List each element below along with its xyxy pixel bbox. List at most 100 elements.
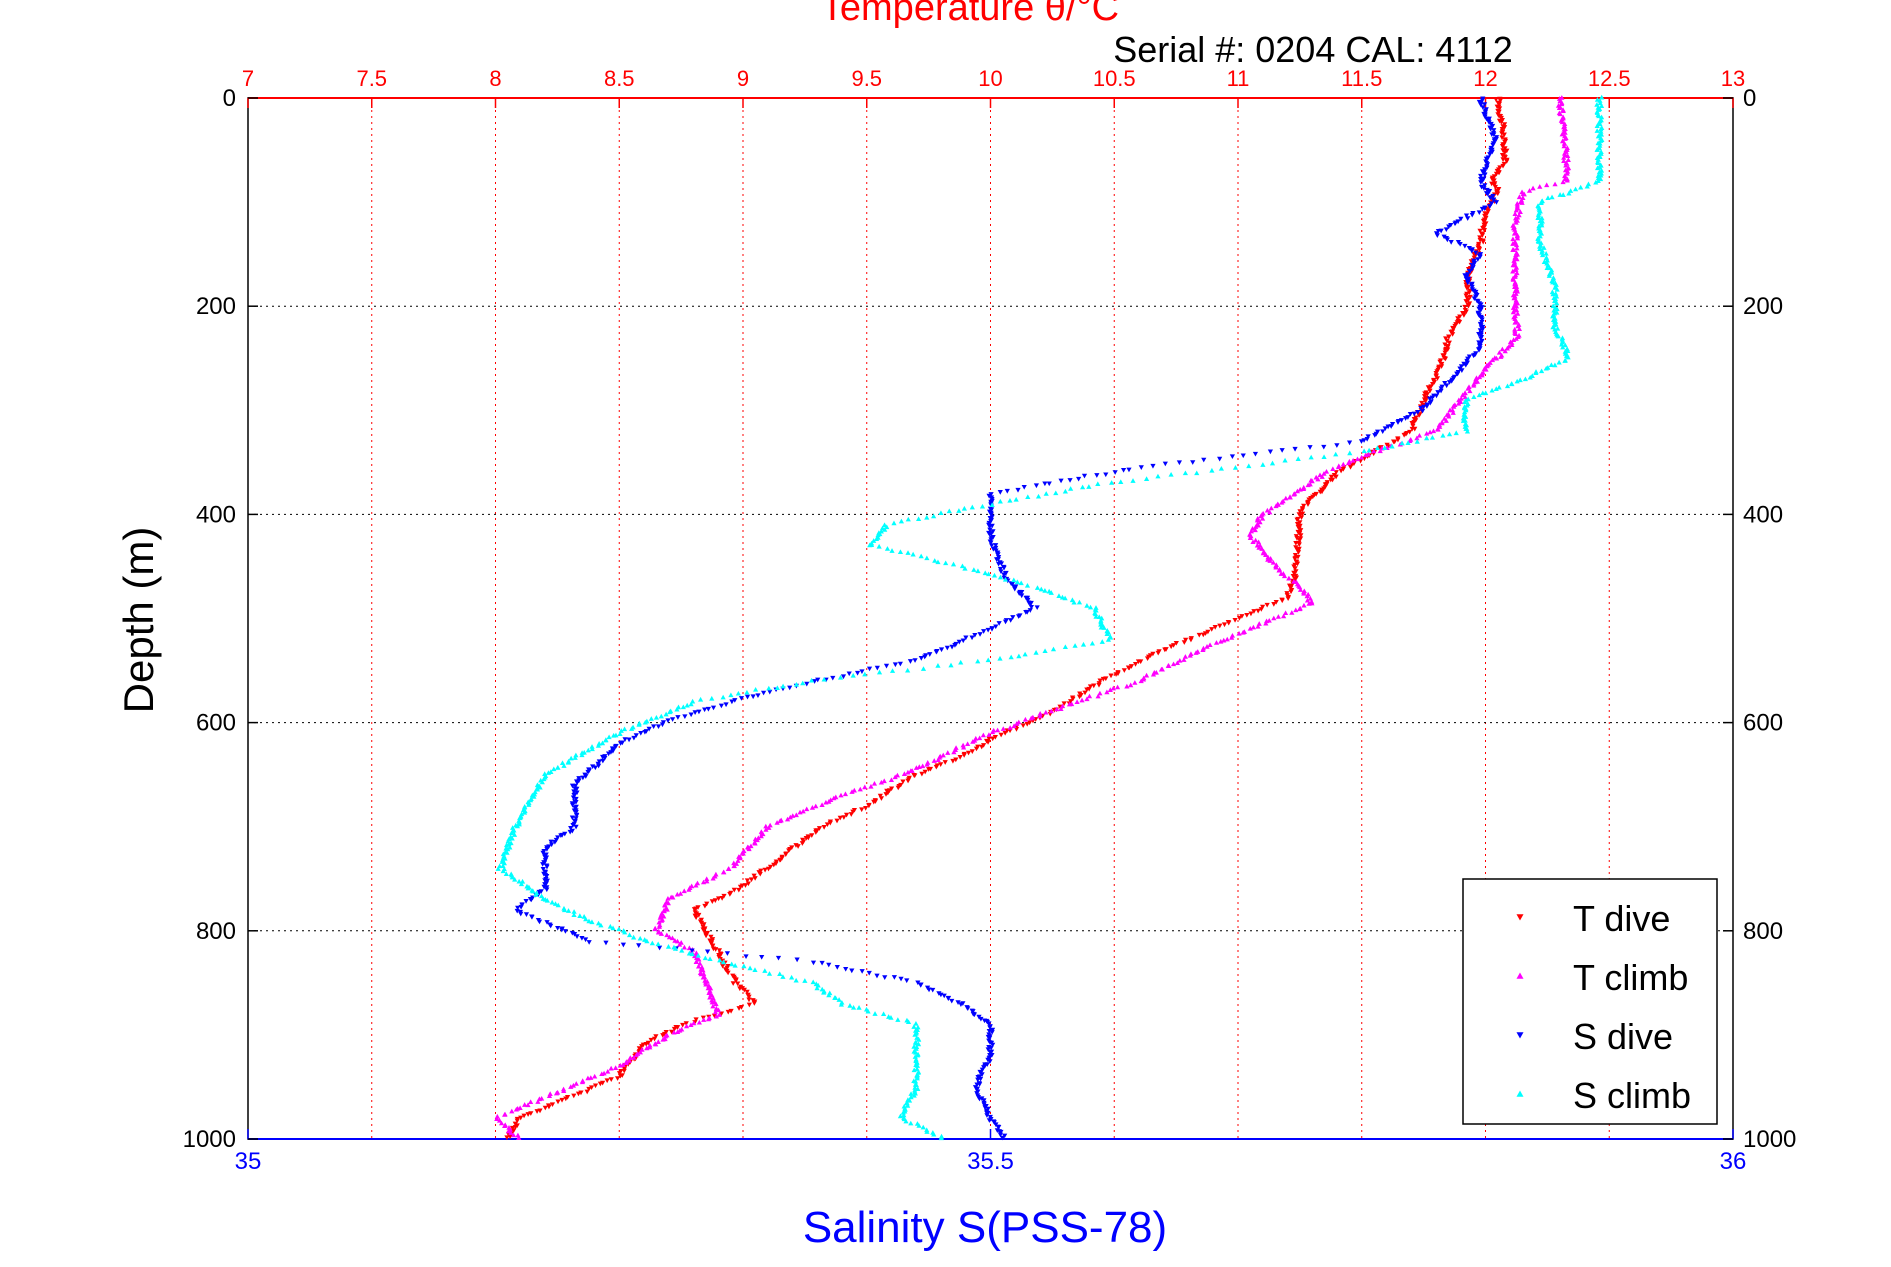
data-point xyxy=(748,877,755,883)
data-point xyxy=(774,820,780,825)
data-point xyxy=(1008,654,1014,660)
data-point xyxy=(1170,643,1177,648)
data-point xyxy=(1294,536,1300,541)
data-point xyxy=(526,802,532,807)
data-point xyxy=(988,540,994,546)
data-point xyxy=(1267,558,1273,563)
data-point xyxy=(537,784,543,790)
data-point xyxy=(732,962,738,968)
data-point xyxy=(543,855,550,861)
data-point xyxy=(990,736,996,742)
data-point xyxy=(1027,608,1033,613)
data-point xyxy=(705,706,711,712)
tick-label-depth-right: 0 xyxy=(1743,85,1756,112)
data-point xyxy=(1298,528,1304,533)
data-point xyxy=(669,1029,675,1035)
data-point xyxy=(1488,201,1495,207)
data-point xyxy=(1479,317,1485,323)
data-point xyxy=(811,679,818,684)
data-point xyxy=(675,1029,681,1035)
data-point xyxy=(856,1005,862,1010)
data-point xyxy=(1209,627,1215,632)
data-point xyxy=(1478,102,1484,108)
data-point xyxy=(1427,429,1433,435)
data-point xyxy=(1335,464,1342,470)
data-point xyxy=(1486,189,1493,194)
data-point xyxy=(715,1007,722,1013)
data-point xyxy=(1441,234,1447,240)
data-point xyxy=(985,740,991,745)
data-point xyxy=(1260,604,1266,610)
data-point xyxy=(1562,342,1568,348)
data-point xyxy=(1255,608,1261,614)
data-point xyxy=(1333,470,1339,475)
data-point xyxy=(1217,456,1223,462)
data-point xyxy=(1301,602,1307,608)
data-point xyxy=(509,874,515,880)
data-point xyxy=(553,1090,560,1096)
data-point xyxy=(898,518,905,524)
data-point xyxy=(571,912,577,918)
data-point xyxy=(1554,306,1560,312)
data-point xyxy=(950,561,957,567)
data-point xyxy=(653,714,660,720)
data-point xyxy=(733,861,740,866)
data-point xyxy=(731,863,737,869)
data-point xyxy=(1493,386,1499,391)
data-point xyxy=(746,1002,752,1008)
data-point xyxy=(508,830,515,835)
data-point xyxy=(523,899,529,904)
data-point xyxy=(559,1097,565,1103)
data-point xyxy=(910,551,916,557)
data-point xyxy=(646,726,652,732)
series-t-climb xyxy=(494,95,1572,1140)
data-point xyxy=(892,662,898,668)
data-point xyxy=(1259,515,1266,521)
data-point xyxy=(1514,256,1520,262)
data-point xyxy=(1001,565,1007,571)
data-point xyxy=(1493,171,1500,177)
data-point xyxy=(652,926,658,932)
data-point xyxy=(1478,180,1484,185)
data-point xyxy=(908,768,914,773)
data-point xyxy=(1482,172,1488,178)
data-point xyxy=(1079,697,1085,703)
data-point xyxy=(1144,656,1151,662)
data-point xyxy=(1072,643,1078,648)
data-point xyxy=(1562,136,1568,141)
data-point xyxy=(905,769,911,775)
data-point xyxy=(1460,392,1466,398)
data-point xyxy=(793,977,799,983)
data-point xyxy=(727,892,733,897)
data-point xyxy=(728,692,734,698)
data-point xyxy=(1457,241,1463,247)
data-point xyxy=(626,1058,632,1063)
tick-label-depth-right: 800 xyxy=(1743,918,1783,945)
data-point xyxy=(892,774,898,780)
data-point xyxy=(1469,212,1475,218)
data-point xyxy=(927,652,933,657)
data-point xyxy=(676,941,683,947)
data-point xyxy=(1183,637,1189,643)
data-point xyxy=(1501,132,1507,138)
data-point xyxy=(989,729,996,735)
data-point xyxy=(1132,662,1139,667)
tick-label-temperature: 7 xyxy=(242,66,254,91)
data-point xyxy=(655,941,661,947)
data-point xyxy=(555,835,561,841)
data-point xyxy=(1087,684,1094,690)
series-s-dive xyxy=(514,96,1500,1141)
data-point xyxy=(834,818,840,824)
data-point xyxy=(1126,467,1132,473)
data-point xyxy=(1385,444,1391,450)
data-point xyxy=(905,1103,911,1108)
data-point xyxy=(1442,356,1449,362)
data-point xyxy=(1460,418,1466,423)
legend-label: T dive xyxy=(1573,898,1670,939)
legend-label: S climb xyxy=(1573,1075,1691,1116)
data-point xyxy=(1207,642,1213,648)
data-point xyxy=(1104,631,1110,636)
data-point xyxy=(750,694,756,700)
data-point xyxy=(1359,454,1365,460)
data-point xyxy=(1541,259,1547,264)
